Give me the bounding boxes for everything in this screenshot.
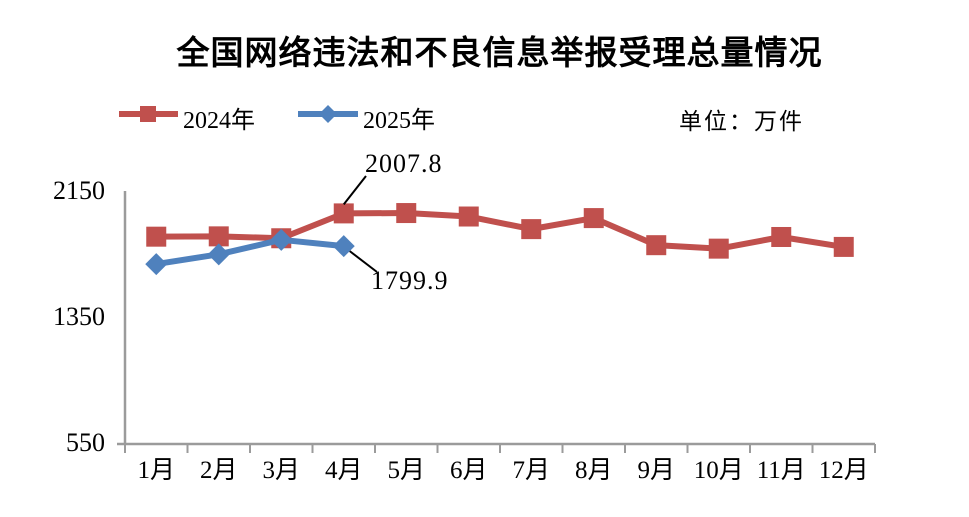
y-tick-label: 2150 [53, 176, 105, 205]
legend-label-2025: 2025年 [363, 108, 435, 134]
data-point-2024年 [208, 226, 229, 247]
data-point-2025年 [270, 228, 293, 251]
x-tick-label: 6月 [449, 457, 488, 484]
data-point-2024年 [396, 203, 417, 224]
annotation-leader-line [349, 250, 378, 273]
data-point-2025年 [332, 235, 355, 258]
data-point-2025年 [145, 253, 168, 276]
x-tick-label: 7月 [512, 457, 550, 484]
chart-title: 全国网络违法和不良信息举报受理总量情况 [176, 34, 823, 71]
x-tick-label: 4月 [324, 457, 363, 484]
x-tick-label: 10月 [693, 457, 744, 484]
data-point-2024年 [646, 235, 667, 256]
data-point-2024年 [771, 226, 792, 247]
x-tick-label: 2月 [199, 457, 238, 484]
annotation-2025-apr: 1799.9 [371, 266, 449, 295]
data-point-2024年 [458, 206, 479, 227]
y-tick-label: 550 [66, 428, 105, 457]
legend-2024-square-icon [140, 106, 156, 122]
y-tick-label: 1350 [53, 302, 105, 331]
x-tick-label: 12月 [818, 457, 869, 484]
x-tick-label: 3月 [262, 457, 300, 484]
x-tick-label: 8月 [574, 457, 613, 484]
x-tick-label: 11月 [756, 457, 806, 484]
x-tick-label: 1月 [137, 457, 175, 484]
series-line-2025年 [153, 236, 347, 268]
unit-label: 单位：万件 [679, 109, 804, 134]
data-point-2024年 [146, 226, 167, 247]
data-point-2024年 [333, 203, 354, 224]
data-point-2024年 [833, 236, 854, 257]
data-point-2024年 [583, 208, 604, 229]
series-line-2024年 [153, 210, 847, 252]
data-point-2024年 [521, 219, 542, 240]
data-point-2024年 [708, 238, 729, 259]
legend-2025-diamond-icon [319, 105, 337, 123]
annotation-leader-line [342, 175, 367, 206]
legend-label-2024: 2024年 [183, 108, 255, 134]
x-tick-label: 5月 [387, 457, 425, 484]
annotation-2024-apr: 2007.8 [365, 149, 443, 178]
data-point-2025年 [207, 243, 230, 266]
x-tick-label: 9月 [637, 457, 675, 484]
